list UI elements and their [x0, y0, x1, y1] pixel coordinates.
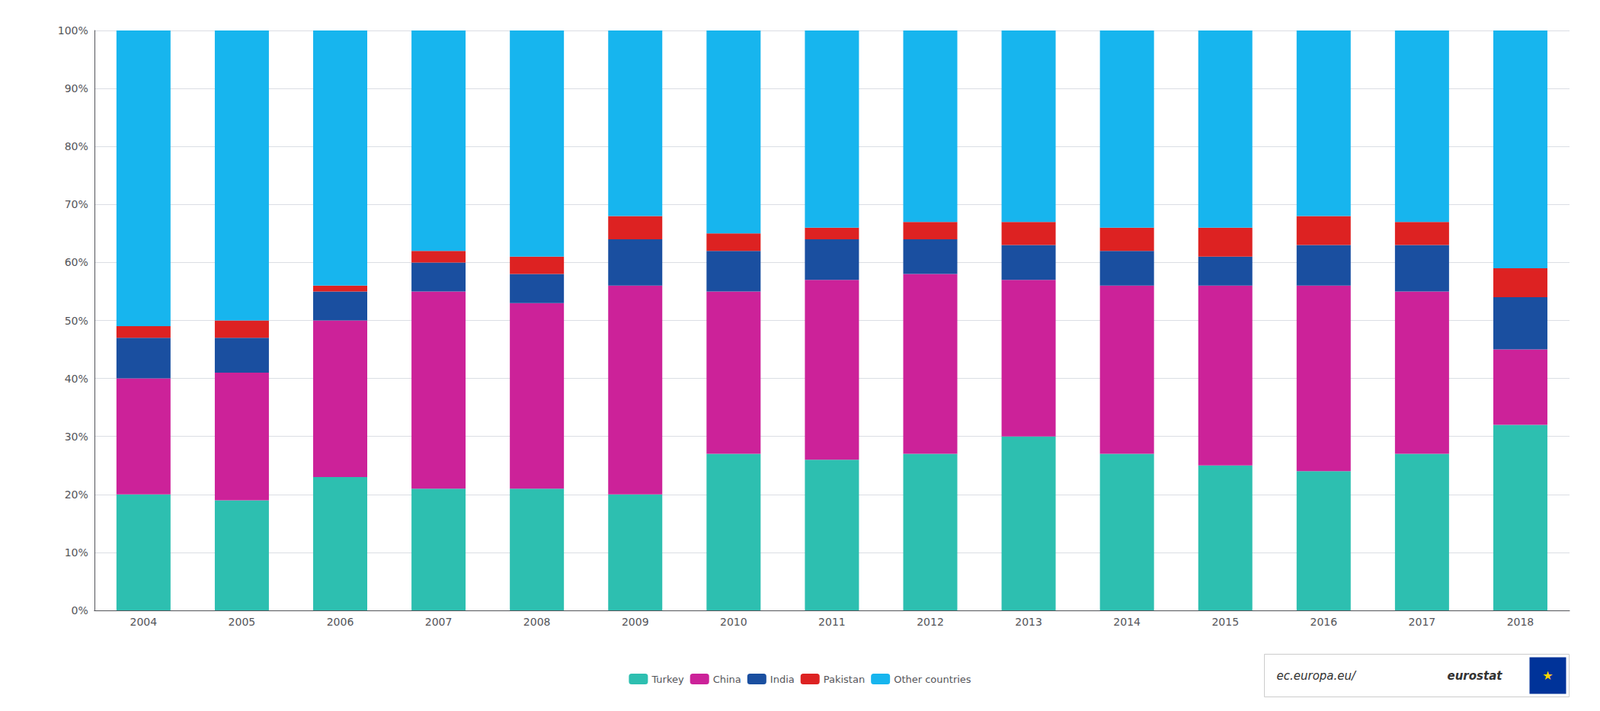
- svg-text:0%: 0%: [71, 604, 89, 617]
- svg-text:60%: 60%: [64, 256, 89, 269]
- svg-text:70%: 70%: [64, 198, 89, 211]
- svg-text:India: India: [770, 673, 795, 685]
- svg-text:Other countries: Other countries: [893, 673, 972, 685]
- svg-text:★: ★: [1542, 668, 1553, 683]
- svg-text:10%: 10%: [64, 546, 89, 559]
- svg-text:2017: 2017: [1408, 615, 1437, 628]
- svg-text:ec.europa.eu/: ec.europa.eu/: [1276, 668, 1358, 683]
- svg-text:2014: 2014: [1113, 615, 1141, 628]
- svg-text:2004: 2004: [130, 615, 158, 628]
- svg-text:20%: 20%: [64, 488, 89, 501]
- svg-text:2015: 2015: [1211, 615, 1239, 628]
- svg-text:2010: 2010: [720, 615, 748, 628]
- svg-text:Pakistan: Pakistan: [823, 673, 865, 685]
- svg-text:China: China: [713, 673, 742, 685]
- svg-text:Turkey: Turkey: [650, 673, 685, 685]
- svg-text:2012: 2012: [916, 615, 944, 628]
- svg-text:2008: 2008: [523, 615, 551, 628]
- svg-text:2016: 2016: [1309, 615, 1338, 628]
- svg-text:2018: 2018: [1507, 615, 1535, 628]
- svg-text:2013: 2013: [1014, 615, 1043, 628]
- svg-text:2011: 2011: [818, 615, 846, 628]
- svg-text:100%: 100%: [57, 24, 89, 37]
- svg-text:80%: 80%: [64, 140, 89, 153]
- svg-text:2007: 2007: [425, 615, 453, 628]
- svg-text:2006: 2006: [326, 615, 355, 628]
- svg-text:2009: 2009: [621, 615, 650, 628]
- svg-text:30%: 30%: [64, 430, 89, 443]
- svg-text:40%: 40%: [64, 372, 89, 385]
- svg-text:eurostat: eurostat: [1447, 668, 1504, 683]
- svg-text:90%: 90%: [64, 82, 89, 95]
- svg-text:2005: 2005: [228, 615, 256, 628]
- svg-text:50%: 50%: [64, 314, 89, 327]
